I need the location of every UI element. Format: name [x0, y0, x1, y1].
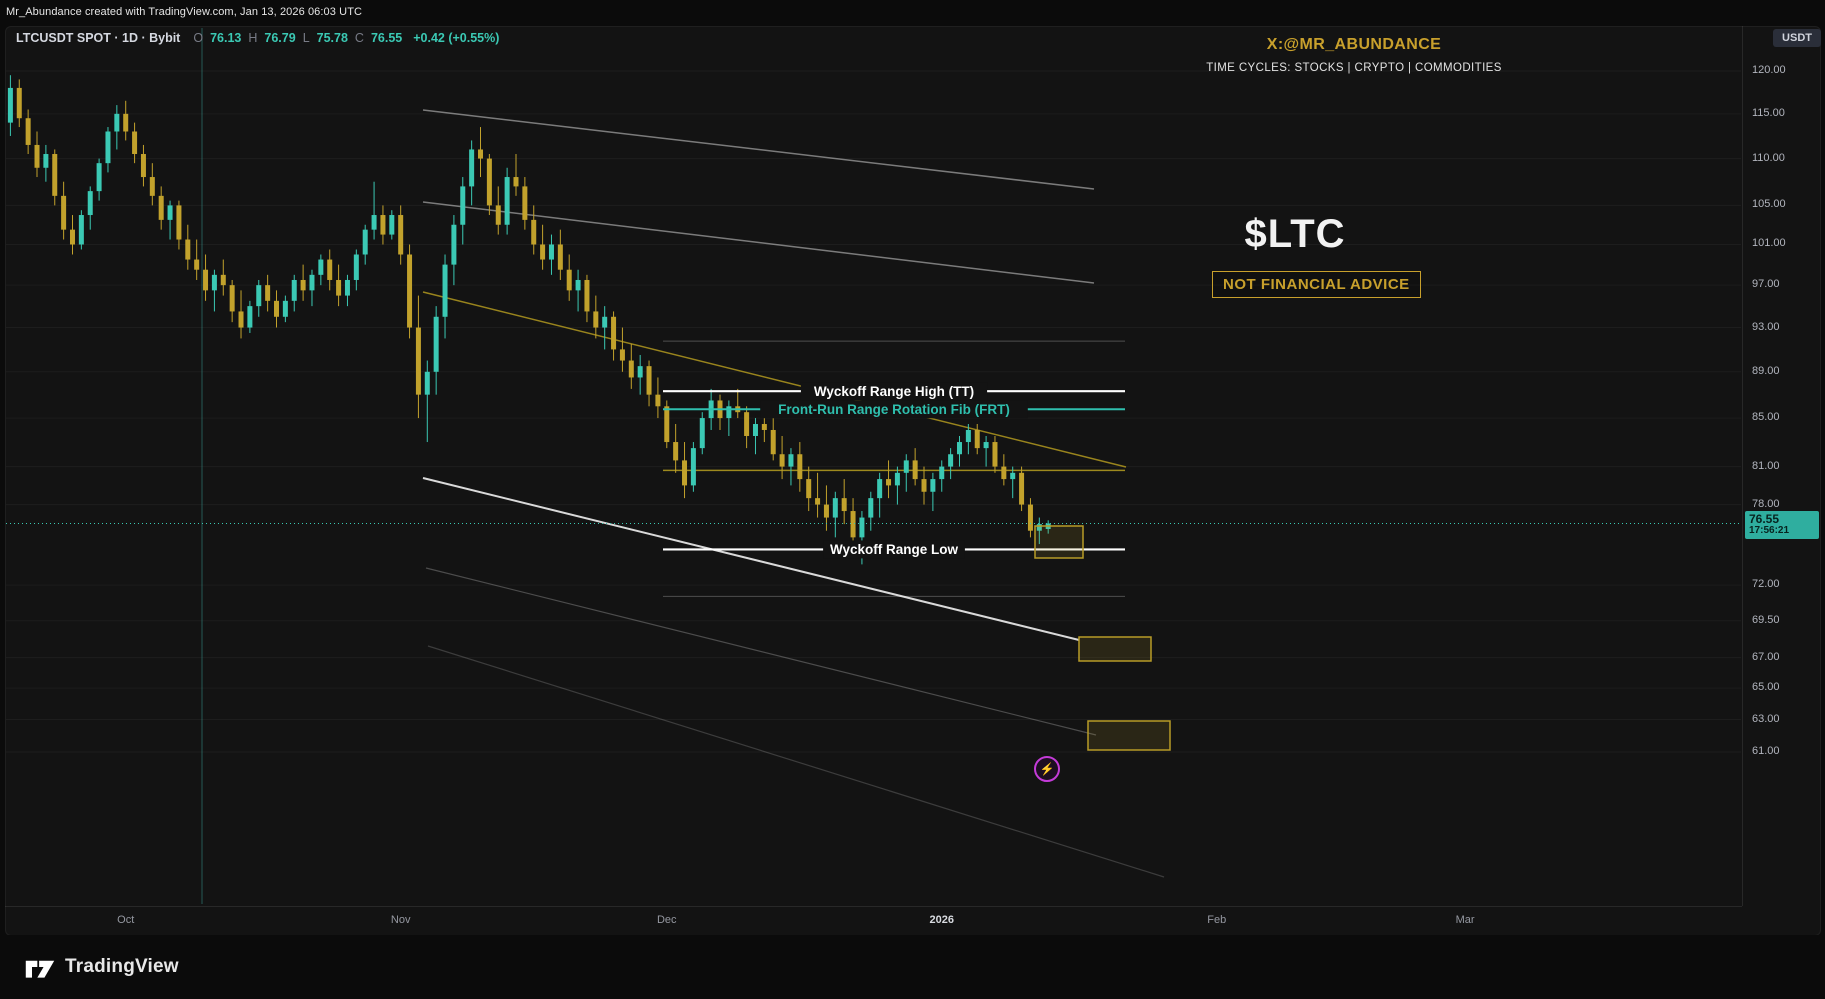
author-handle: X:@MR_ABUNDANCE [1266, 36, 1442, 53]
footer-bar: TradingView [0, 935, 1825, 999]
tradingview-brand[interactable]: TradingView [65, 956, 179, 977]
disclaimer-badge: NOT FINANCIAL ADVICE [1212, 271, 1421, 298]
trend-lines [422, 109, 1165, 878]
time-axis-label: Nov [390, 914, 411, 926]
price-axis-label: 63.00 [1752, 712, 1780, 725]
price-axis-label: 120.00 [1752, 64, 1786, 76]
price-axis-label: 65.00 [1752, 681, 1780, 694]
price-axis-label: 85.00 [1752, 411, 1780, 424]
low-value: 75.78 [316, 31, 348, 45]
price-axis-label: 61.00 [1752, 745, 1780, 757]
close-value: 76.55 [370, 31, 403, 45]
price-axis-label: 81.00 [1752, 459, 1780, 472]
line-label: Front-Run Range Rotation Fib (FRT) [778, 402, 1010, 417]
lightning-icon: ⚡ [1039, 762, 1055, 776]
price-axis-label: 97.00 [1752, 278, 1780, 291]
ticker-watermark: $LTC [1244, 212, 1346, 256]
price-axis[interactable]: 76.55 17:56:21 120.00 115.00 110.00 105.00 1… [1742, 26, 1821, 906]
open-label: O [193, 31, 204, 45]
line-label: Wyckoff Range High (TT) [814, 384, 974, 399]
horizontal-levels [663, 340, 1125, 597]
attribution-bar: Mr_Abundance created with TradingView.co… [0, 0, 1825, 25]
current-price-value: 76.55 [1749, 512, 1780, 527]
line-label: Wyckoff Range Low [830, 542, 959, 557]
change-value: +0.42 (+0.55%) [413, 31, 500, 45]
currency-toggle-button[interactable]: USDT [1773, 29, 1821, 47]
symbol-legend: LTCUSDT SPOT · 1D · Bybit O 76.13 H 76.79 … [16, 31, 499, 45]
current-price-tag: 76.55 17:56:21 [1745, 511, 1819, 540]
chart-card [5, 26, 1821, 936]
price-axis-label: 89.00 [1752, 364, 1780, 377]
price-axis-label: 72.00 [1752, 578, 1780, 591]
high-label: H [248, 31, 258, 45]
price-axis-label: 93.00 [1752, 320, 1780, 333]
high-value: 76.79 [264, 31, 296, 45]
price-axis-label: 69.50 [1752, 613, 1780, 626]
price-axis-label: 105.00 [1752, 198, 1786, 211]
time-axis-label: Feb [1207, 914, 1227, 926]
labeled-lines: Wyckoff Range High (TT) Front-Run Range R… [663, 382, 1125, 559]
time-axis-label: Mar [1455, 914, 1475, 926]
close-label: C [354, 31, 364, 45]
price-axis-label: 78.00 [1752, 497, 1780, 510]
tradingview-logo-icon[interactable] [24, 954, 56, 980]
time-axis[interactable]: Oct Nov Dec 2026 Feb Mar [5, 906, 1742, 935]
low-label: L [302, 31, 310, 45]
price-axis-label: 67.00 [1752, 650, 1780, 663]
price-axis-label: 115.00 [1752, 106, 1785, 119]
target-boxes[interactable] [1034, 525, 1171, 751]
time-axis-label: Oct [117, 914, 135, 926]
time-axis-label: 2026 [929, 914, 954, 926]
cycle-marker-icon[interactable]: ⚡ [1034, 756, 1060, 782]
candles[interactable] [7, 75, 1051, 565]
author-tagline: TIME CYCLES: STOCKS | CRYPTO | COMMODITI… [1206, 62, 1502, 74]
price-axis-label: 101.00 [1752, 237, 1786, 250]
bar-countdown: 17:56:21 [1749, 525, 1790, 537]
open-value: 76.13 [210, 31, 242, 45]
price-axis-label: 110.00 [1752, 151, 1785, 164]
symbol-title[interactable]: LTCUSDT SPOT · 1D · Bybit [16, 31, 181, 45]
attribution-text: Mr_Abundance created with TradingView.co… [6, 6, 363, 18]
author-block: X:@MR_ABUNDANCE TIME CYCLES: STOCKS | CR… [1154, 36, 1554, 74]
time-axis-label: Dec [656, 914, 677, 926]
